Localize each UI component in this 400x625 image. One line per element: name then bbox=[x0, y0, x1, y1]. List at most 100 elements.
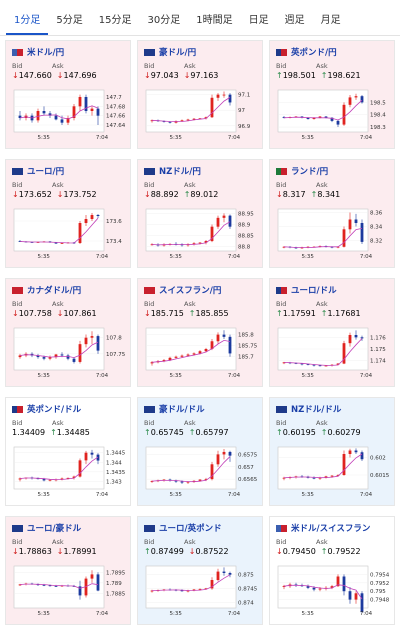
x-tick-label: 7:04 bbox=[228, 373, 241, 378]
pair-name[interactable]: 豪ドル/円 bbox=[159, 48, 197, 58]
pair-name[interactable]: ユーロ/英ポンド bbox=[159, 524, 222, 534]
currency-card-11[interactable]: NZドル/ドル Bid Ask ↑0.60195 ↑0.60279 0.602 0… bbox=[269, 397, 395, 506]
y-tick-label: 0.602 bbox=[370, 456, 386, 462]
pair-name[interactable]: ユーロ/ドル bbox=[291, 286, 337, 296]
price-chart[interactable]: 0.7954 0.7952 0.795 0.7948 5:35 7:04 bbox=[276, 564, 389, 616]
ask-label: Ask bbox=[316, 181, 328, 189]
price-chart[interactable]: 198.5 198.4 198.3 5:35 7:04 bbox=[276, 88, 389, 140]
price-chart[interactable]: 173.6 173.4 5:35 7:04 bbox=[12, 207, 125, 259]
currency-card-4[interactable]: NZドル/円 Bid Ask ↓88.892 ↑89.012 88.95 88.9… bbox=[137, 159, 263, 268]
bid-label: Bid bbox=[276, 300, 287, 308]
currency-card-7[interactable]: スイスフラン/円 Bid Ask ↓185.715 ↑185.855 185.8… bbox=[137, 278, 263, 387]
currency-card-6[interactable]: カナダドル/円 Bid Ask ↓107.758 ↓107.861 107.8 1… bbox=[5, 278, 131, 387]
ask-price: ↓147.696 bbox=[56, 71, 97, 80]
ask-price: ↑1.17681 bbox=[320, 309, 361, 318]
ask-arrow-icon: ↑ bbox=[320, 428, 328, 437]
pair-name[interactable]: 米ドル/円 bbox=[27, 48, 65, 58]
chart-plot-area bbox=[13, 208, 105, 252]
candle-body bbox=[204, 588, 208, 590]
currency-card-8[interactable]: ユーロ/ドル Bid Ask ↑1.17591 ↑1.17681 1.176 1.… bbox=[269, 278, 395, 387]
pair-name[interactable]: ユーロ/豪ドル bbox=[27, 524, 82, 534]
tab-7[interactable]: 月足 bbox=[320, 15, 341, 26]
currency-card-3[interactable]: ユーロ/円 Bid Ask ↓173.652 ↓173.752 173.6 173… bbox=[5, 159, 131, 268]
x-tick-label: 5:35 bbox=[38, 492, 51, 497]
currency-card-0[interactable]: 米ドル/円 Bid Ask ↓147.660 ↓147.696 147.7 147… bbox=[5, 40, 131, 149]
candle-body bbox=[66, 355, 70, 359]
x-tick-label: 5:35 bbox=[170, 611, 183, 616]
y-tick-label: 88.85 bbox=[238, 234, 254, 240]
card-header: ユーロ/豪ドル bbox=[12, 521, 130, 535]
x-tick-label: 7:04 bbox=[96, 254, 109, 259]
currency-card-1[interactable]: 豪ドル/円 Bid Ask ↓97.043 ↓97.163 97.1 97 96.9… bbox=[137, 40, 263, 149]
y-tick-label: 1.176 bbox=[370, 335, 386, 341]
currency-card-14[interactable]: 米ドル/スイスフラン Bid Ask ↓0.79450 ↑0.79522 0.7… bbox=[269, 516, 395, 625]
pair-name[interactable]: 英ポンド/円 bbox=[291, 48, 337, 58]
price-labels: Bid Ask bbox=[12, 181, 130, 189]
bid-label: Bid bbox=[12, 181, 23, 189]
moving-average-line bbox=[283, 338, 363, 366]
price-values: ↓1.78863 ↓1.78991 bbox=[12, 547, 130, 556]
currency-card-2[interactable]: 英ポンド/円 Bid Ask ↑198.501 ↑198.621 198.5 19… bbox=[269, 40, 395, 149]
x-tick-label: 7:04 bbox=[228, 135, 241, 140]
currency-card-13[interactable]: ユーロ/英ポンド Bid Ask ↑0.87499 ↓0.87522 0.875… bbox=[137, 516, 263, 625]
currency-card-10[interactable]: 豪ドル/ドル Bid Ask ↑0.65745 ↑0.65797 0.6575 0… bbox=[137, 397, 263, 506]
tab-0[interactable]: 1分足 bbox=[6, 11, 49, 35]
bid-arrow-icon: ↓ bbox=[276, 190, 283, 199]
flag-icon bbox=[276, 286, 287, 294]
bid-arrow-icon: ↓ bbox=[144, 190, 151, 199]
currency-card-9[interactable]: 英ポンド/ドル Bid Ask 1.34409 ↑1.34485 1.3445 1… bbox=[5, 397, 131, 506]
price-chart[interactable]: 1.176 1.175 1.174 5:35 7:04 bbox=[276, 326, 389, 378]
tab-6[interactable]: 週足 bbox=[284, 15, 305, 26]
y-tick-label: 107.8 bbox=[106, 336, 122, 342]
pair-name[interactable]: カナダドル/円 bbox=[27, 286, 82, 296]
pair-name[interactable]: ランド/円 bbox=[291, 167, 329, 177]
currency-card-5[interactable]: ランド/円 Bid Ask ↓8.317 ↑8.341 8.36 8.34 8.32… bbox=[269, 159, 395, 268]
price-labels: Bid Ask bbox=[276, 181, 394, 189]
pair-name[interactable]: スイスフラン/円 bbox=[159, 286, 222, 296]
tab-1[interactable]: 5分足 bbox=[56, 15, 83, 26]
pair-name[interactable]: 米ドル/スイスフラン bbox=[291, 524, 371, 534]
price-chart[interactable]: 107.8 107.75 5:35 7:04 bbox=[12, 326, 125, 378]
ask-price: ↑0.79522 bbox=[320, 547, 361, 556]
bid-label: Bid bbox=[144, 300, 155, 308]
candle-body bbox=[360, 452, 364, 460]
ask-label: Ask bbox=[316, 419, 328, 427]
candle-body bbox=[84, 337, 88, 345]
y-tick-label: 185.7 bbox=[238, 355, 254, 361]
price-chart[interactable]: 0.602 0.6015 5:35 7:04 bbox=[276, 445, 389, 497]
pair-name[interactable]: 英ポンド/ドル bbox=[27, 405, 82, 415]
candle-body bbox=[48, 585, 52, 587]
tab-3[interactable]: 30分足 bbox=[147, 15, 181, 26]
price-chart[interactable]: 97.1 97 96.9 5:35 7:04 bbox=[144, 88, 257, 140]
y-tick-label: 1.175 bbox=[370, 347, 386, 353]
pair-name[interactable]: NZドル/ドル bbox=[291, 405, 342, 415]
ask-label: Ask bbox=[52, 300, 64, 308]
tab-5[interactable]: 日足 bbox=[248, 15, 269, 26]
price-chart[interactable]: 1.7895 1.789 1.7885 5:35 7:04 bbox=[12, 564, 125, 616]
card-header: 豪ドル/円 bbox=[144, 45, 262, 59]
flag-icon bbox=[144, 167, 155, 175]
ask-label: Ask bbox=[184, 62, 196, 70]
card-header: ユーロ/ドル bbox=[276, 283, 394, 297]
price-chart[interactable]: 8.36 8.34 8.32 5:35 7:04 bbox=[276, 207, 389, 259]
tab-4[interactable]: 1時間足 bbox=[196, 15, 233, 26]
currency-card-12[interactable]: ユーロ/豪ドル Bid Ask ↓1.78863 ↓1.78991 1.7895… bbox=[5, 516, 131, 625]
candle-body bbox=[348, 450, 352, 454]
pair-name[interactable]: ユーロ/円 bbox=[27, 167, 65, 177]
candle-body bbox=[222, 451, 226, 455]
candle-body bbox=[330, 246, 334, 248]
price-chart[interactable]: 0.875 0.8745 0.874 5:35 7:04 bbox=[144, 564, 257, 616]
pair-name[interactable]: 豪ドル/ドル bbox=[159, 405, 205, 415]
price-chart[interactable]: 88.95 88.9 88.85 88.8 5:35 7:04 bbox=[144, 207, 257, 259]
bid-label: Bid bbox=[12, 62, 23, 70]
price-chart[interactable]: 147.7 147.68 147.66 147.64 5:35 7:04 bbox=[12, 88, 125, 140]
candle-body bbox=[150, 481, 154, 482]
candle-body bbox=[90, 108, 94, 111]
price-chart[interactable]: 0.6575 0.657 0.6565 5:35 7:04 bbox=[144, 445, 257, 497]
tab-2[interactable]: 15分足 bbox=[98, 15, 132, 26]
price-chart[interactable]: 185.8 185.75 185.7 5:35 7:04 bbox=[144, 326, 257, 378]
price-chart[interactable]: 1.3445 1.344 1.3435 1.343 5:35 7:04 bbox=[12, 445, 125, 497]
chart-svg: 88.95 88.9 88.85 88.8 5:35 7:04 bbox=[145, 208, 254, 259]
x-tick-label: 7:04 bbox=[360, 492, 373, 497]
pair-name[interactable]: NZドル/円 bbox=[159, 167, 201, 177]
